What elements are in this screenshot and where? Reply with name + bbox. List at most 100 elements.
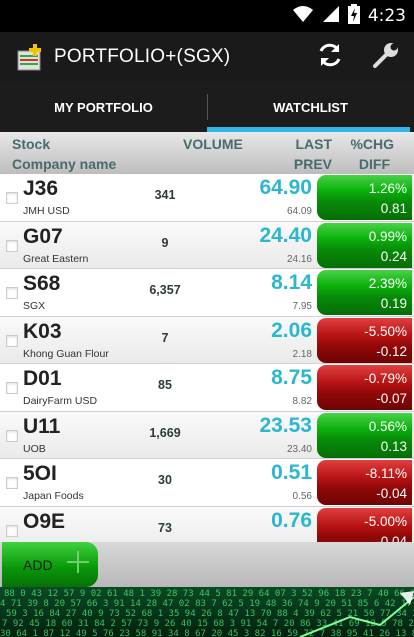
stock-code: U11 xyxy=(23,414,61,438)
tab-bar: MY PORTFOLIO WATCHLIST xyxy=(0,82,414,132)
prev-price: 7.95 xyxy=(292,301,312,312)
tab-my-portfolio[interactable]: MY PORTFOLIO xyxy=(54,99,153,115)
col-diff: DIFF xyxy=(358,156,390,172)
plus-icon xyxy=(65,549,91,580)
last-price: 0.51 xyxy=(271,461,312,484)
row-checkbox[interactable] xyxy=(6,287,18,299)
diff-change: -0.04 xyxy=(376,486,407,501)
last-price: 24.40 xyxy=(259,223,312,247)
row-checkbox[interactable] xyxy=(6,429,18,442)
col-stock: Stock xyxy=(12,136,51,152)
app-logo-icon xyxy=(16,42,46,72)
pct-change: 1.26% xyxy=(368,181,407,196)
diff-change: -0.07 xyxy=(376,391,407,406)
prev-price: 0.56 xyxy=(292,491,312,502)
table-row[interactable]: J36 JMH USD 341 64.90 64.09 1.26% 0.81 xyxy=(0,174,414,222)
col-pct-chg: %CHG xyxy=(350,136,394,152)
last-price: 0.76 xyxy=(271,508,312,532)
volume: 73 xyxy=(158,520,172,535)
bottom-bar: ADD xyxy=(0,542,414,587)
table-row[interactable]: S68 SGX 6,357 8.14 7.95 2.39% 0.19 xyxy=(0,269,414,317)
decorative-banner: 88 0 43 12 57 9 02 61 48 1 39 28 73 44 5… xyxy=(0,587,414,637)
table-row[interactable]: O9E 73 0.76 -5.00% -0.04 xyxy=(0,506,414,542)
table-row[interactable]: U11 UOB 1,669 23.53 23.40 0.56% 0.13 xyxy=(0,411,414,459)
column-header: Stock Company name VOLUME LAST PREV %CHG… xyxy=(0,132,414,174)
refresh-button[interactable] xyxy=(302,32,358,82)
diff-change: -0.12 xyxy=(376,343,407,359)
diff-change: 0.81 xyxy=(380,201,407,216)
row-checkbox[interactable] xyxy=(6,192,18,204)
pct-change: -0.79% xyxy=(364,371,407,386)
add-button[interactable]: ADD xyxy=(2,542,98,587)
wifi-icon xyxy=(292,5,314,28)
app-title: PORTFOLIO+(SGX) xyxy=(54,46,231,67)
svg-text:4 71 39 8 20 57 66 3 91 14 28: 4 71 39 8 20 57 66 3 91 14 28 47 02 83 7… xyxy=(0,599,414,609)
watchlist: J36 JMH USD 341 64.90 64.09 1.26% 0.81 G… xyxy=(0,174,414,542)
row-checkbox[interactable] xyxy=(6,382,18,394)
company-name: Khong Guan Flour xyxy=(23,347,109,360)
last-price: 2.06 xyxy=(271,318,312,342)
volume: 30 xyxy=(158,473,172,487)
col-prev: PREV xyxy=(293,156,332,172)
company-name: Japan Foods xyxy=(23,490,84,502)
company-name: JMH USD xyxy=(23,205,70,217)
stock-code: D01 xyxy=(23,367,62,390)
volume: 85 xyxy=(158,378,172,392)
volume: 341 xyxy=(154,188,176,202)
pct-change: 2.39% xyxy=(368,276,407,291)
row-checkbox[interactable] xyxy=(6,477,18,489)
change-badge: 1.26% 0.81 xyxy=(317,175,412,220)
volume: 1,669 xyxy=(149,425,181,440)
svg-text:59 3 16 84 27 40 9 73 52 68 1: 59 3 16 84 27 40 9 73 52 68 1 35 94 26 8… xyxy=(6,609,414,619)
svg-text:88 0 43 12 57 9 02 61 48 1 39: 88 0 43 12 57 9 02 61 48 1 39 28 73 44 5… xyxy=(4,589,414,599)
pct-change: 0.99% xyxy=(368,228,407,244)
stock-ticker-background-image: 88 0 43 12 57 9 02 61 48 1 39 28 73 44 5… xyxy=(0,587,414,637)
svg-text:7 92 45 18 60 31 84 2 57 73 9: 7 92 45 18 60 31 84 2 57 73 9 26 40 15 6… xyxy=(2,619,414,629)
tab-watchlist[interactable]: WATCHLIST xyxy=(207,82,414,132)
add-button-label: ADD xyxy=(23,556,53,573)
last-price: 8.14 xyxy=(271,271,312,294)
action-bar: PORTFOLIO+(SGX) xyxy=(0,32,414,82)
change-badge: -8.11% -0.04 xyxy=(317,460,412,505)
settings-button[interactable] xyxy=(358,32,414,82)
company-name: DairyFarm USD xyxy=(23,395,98,407)
volume: 6,357 xyxy=(149,283,181,297)
diff-change: 0.24 xyxy=(380,248,407,264)
prev-price: 24.16 xyxy=(286,253,312,265)
pct-change: -8.11% xyxy=(365,466,407,481)
table-row[interactable]: G07 Great Eastern 9 24.40 24.16 0.99% 0.… xyxy=(0,221,414,269)
status-bar: 4:23 xyxy=(0,0,414,32)
prev-price: 8.82 xyxy=(292,396,312,407)
change-badge: 2.39% 0.19 xyxy=(317,270,412,315)
prev-price: 64.09 xyxy=(286,206,312,217)
change-badge: 0.99% 0.24 xyxy=(317,222,412,268)
company-name: SGX xyxy=(23,300,46,312)
volume: 7 xyxy=(161,330,169,345)
change-badge: 0.56% 0.13 xyxy=(317,412,412,458)
status-time: 4:23 xyxy=(367,6,406,26)
change-badge: -0.79% -0.07 xyxy=(317,365,412,410)
last-price: 64.90 xyxy=(259,176,312,199)
volume: 9 xyxy=(161,235,169,250)
stock-code: K03 xyxy=(23,319,62,343)
company-name: Great Eastern xyxy=(23,252,89,265)
row-checkbox[interactable] xyxy=(6,239,18,252)
tab-divider xyxy=(207,94,208,120)
pct-change: 0.56% xyxy=(368,418,407,434)
stock-code: 5OI xyxy=(23,462,57,485)
prev-price: 2.18 xyxy=(292,348,312,360)
settings-wrench-icon xyxy=(371,40,401,75)
table-row[interactable]: K03 Khong Guan Flour 7 2.06 2.18 -5.50% … xyxy=(0,316,414,364)
row-checkbox[interactable] xyxy=(6,524,18,537)
signal-icon xyxy=(322,5,340,28)
diff-change: 0.13 xyxy=(380,438,407,454)
stock-code: S68 xyxy=(23,272,61,295)
refresh-icon xyxy=(316,41,344,74)
table-row[interactable]: D01 DairyFarm USD 85 8.75 8.82 -0.79% -0… xyxy=(0,364,414,412)
stock-code: O9E xyxy=(23,509,66,533)
battery-charging-icon xyxy=(347,3,360,29)
stock-code: G07 xyxy=(23,224,63,248)
row-checkbox[interactable] xyxy=(6,334,18,347)
col-last: LAST xyxy=(295,136,332,152)
table-row[interactable]: 5OI Japan Foods 30 0.51 0.56 -8.11% -0.0… xyxy=(0,459,414,507)
